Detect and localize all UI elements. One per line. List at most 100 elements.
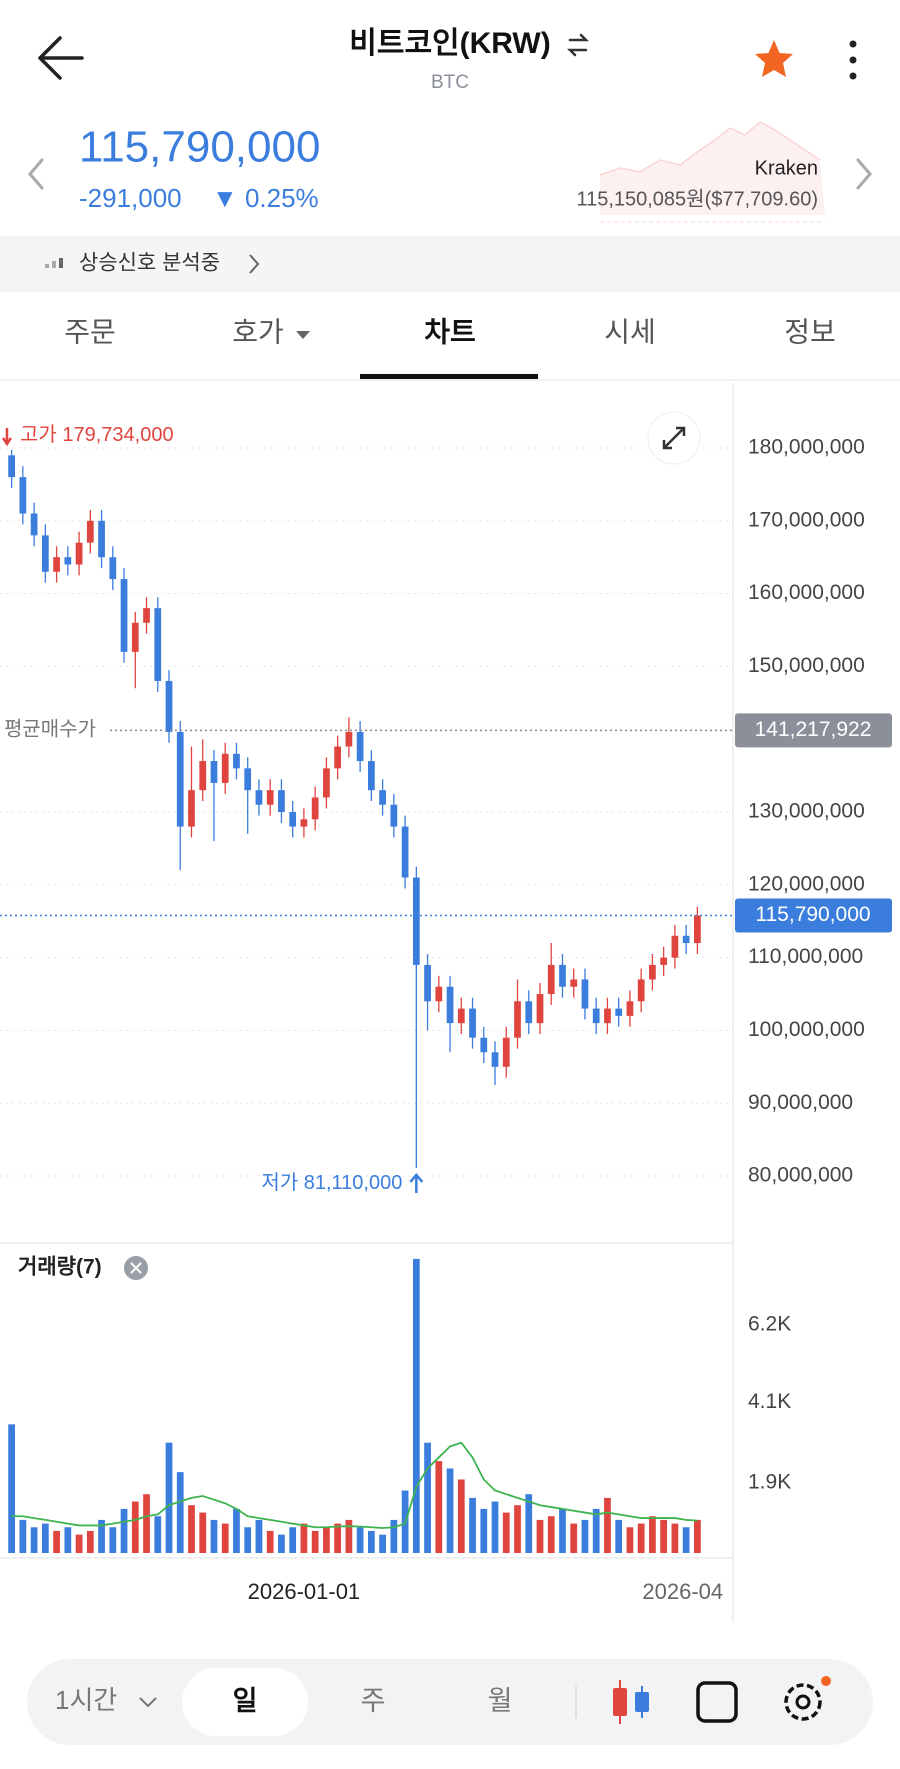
candle-body xyxy=(278,790,285,813)
volume-bar xyxy=(278,1534,285,1553)
volume-bar xyxy=(457,1479,465,1553)
candle-body xyxy=(345,731,353,747)
interval-select[interactable]: 1시간 xyxy=(55,1685,117,1715)
volume-bar xyxy=(41,1523,49,1553)
candle-body xyxy=(75,542,83,565)
candle-body xyxy=(98,520,105,558)
volume-bar xyxy=(19,1519,27,1553)
candle-body xyxy=(120,579,128,652)
prev-arrow[interactable] xyxy=(28,158,44,190)
tab[interactable]: 주문 xyxy=(64,316,116,347)
high-label: 고가 179,734,000 xyxy=(20,423,174,446)
tab[interactable]: 차트 xyxy=(424,316,476,347)
candle-body xyxy=(210,761,218,783)
volume-bar xyxy=(649,1516,656,1553)
volume-bar xyxy=(379,1534,386,1553)
candle-body xyxy=(255,790,263,805)
volume-bar xyxy=(86,1530,94,1553)
chart: 180,000,000 170,000,000 160,000,000 150,000… xyxy=(0,423,892,1604)
candle-body xyxy=(626,1001,634,1016)
tab[interactable]: 시세 xyxy=(604,316,656,347)
volume-bar xyxy=(323,1527,330,1553)
volume-bar xyxy=(660,1519,668,1553)
next-arrow[interactable] xyxy=(856,158,872,190)
reference-name-bg xyxy=(0,715,110,746)
volume-bar xyxy=(592,1508,600,1553)
candle-body xyxy=(435,986,443,1002)
settings-button[interactable] xyxy=(784,1676,831,1721)
candle-body xyxy=(637,979,645,1002)
signal-icon xyxy=(45,258,63,268)
drawing-button[interactable] xyxy=(696,1681,738,1723)
favorite-star[interactable] xyxy=(755,40,793,77)
volume-bar xyxy=(199,1512,207,1553)
tab[interactable]: 호가 xyxy=(232,316,284,347)
price-change: -291,000 xyxy=(79,183,182,213)
signal-bar[interactable] xyxy=(0,236,900,292)
candle-body xyxy=(514,1001,521,1038)
volume-bar xyxy=(525,1494,533,1553)
signal-arrow xyxy=(249,254,260,274)
reference-label-bg xyxy=(735,898,892,933)
current-price: 115,790,000 xyxy=(79,123,320,172)
reference-label: 115,790,000 xyxy=(755,903,870,926)
tab[interactable]: 정보 xyxy=(784,316,836,347)
volume-bar xyxy=(109,1527,117,1553)
candle-body xyxy=(233,753,240,769)
candle-body xyxy=(592,1008,600,1024)
volume-bar xyxy=(615,1519,623,1553)
volume-bar xyxy=(626,1527,634,1553)
volume-bar xyxy=(176,1472,184,1553)
more-menu[interactable] xyxy=(849,40,857,80)
volume-bar xyxy=(446,1468,454,1553)
candle-body xyxy=(289,812,297,827)
low-label: 저가 81,110,000 xyxy=(261,1171,402,1194)
exchange-name: Kraken xyxy=(755,157,818,179)
candle-body xyxy=(536,994,544,1024)
candle-body xyxy=(154,608,162,681)
close-indicator[interactable] xyxy=(124,1256,148,1280)
candle-body xyxy=(367,761,375,791)
candle-body xyxy=(131,622,139,652)
candle-body xyxy=(266,790,274,805)
candle-body xyxy=(469,1008,476,1038)
volume-bar xyxy=(682,1527,690,1553)
candle-body xyxy=(176,731,184,827)
volume-bar xyxy=(480,1508,488,1553)
candle-body xyxy=(311,797,319,820)
swap-icon[interactable] xyxy=(566,33,590,57)
volume-bar xyxy=(334,1523,342,1553)
volume-bar xyxy=(244,1527,252,1553)
volume-bar xyxy=(255,1519,263,1553)
candle-body xyxy=(401,826,409,878)
volume-bar xyxy=(604,1497,611,1553)
period-tab[interactable]: 일 xyxy=(233,1686,258,1716)
period-tab[interactable]: 주 xyxy=(361,1686,386,1716)
volume-bar xyxy=(424,1442,431,1553)
y-tick-label: 120,000,000 xyxy=(748,872,865,895)
candle-body xyxy=(390,804,398,827)
y-tick-label: 170,000,000 xyxy=(748,508,865,531)
volume-bar xyxy=(233,1508,240,1553)
y-tick-label: 6.2K xyxy=(748,1313,791,1336)
coin-title: 비트코인(KRW) xyxy=(349,27,550,60)
period-tab[interactable]: 월 xyxy=(488,1686,513,1716)
candle-body xyxy=(547,964,555,995)
y-tick-label: 110,000,000 xyxy=(748,945,863,968)
chart-type-button[interactable] xyxy=(613,1680,649,1724)
reference-label-bg xyxy=(735,713,892,748)
candle-body xyxy=(570,979,578,987)
volume-bar xyxy=(559,1508,566,1553)
high-arrow xyxy=(1,427,13,447)
reference-name: 평균매수가 xyxy=(4,718,96,741)
expand-button[interactable] xyxy=(647,411,701,465)
volume-bar xyxy=(514,1505,521,1553)
volume-bar xyxy=(536,1519,544,1553)
candle-body xyxy=(559,964,566,987)
candle-body xyxy=(356,731,364,762)
back-button[interactable] xyxy=(38,36,84,80)
candle-body xyxy=(41,535,49,572)
candle-body xyxy=(649,964,656,980)
price-change-rate: ▼ 0.25% xyxy=(212,183,319,213)
